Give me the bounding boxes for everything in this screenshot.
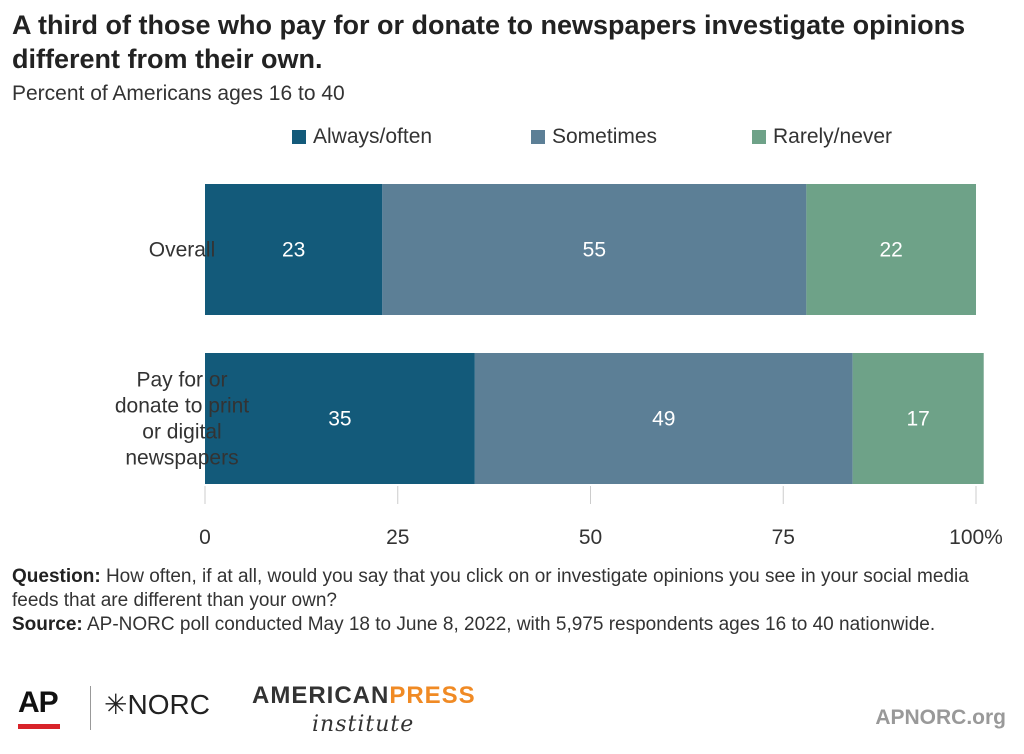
chart-title: A third of those who pay for or donate t…	[12, 10, 966, 74]
x-tick-label-2: 50	[579, 526, 602, 549]
question-note: Question: How often, if at all, would yo…	[12, 565, 1002, 613]
data-label-0-0: 23	[282, 239, 305, 262]
site-url: APNORC.org	[875, 706, 1006, 729]
x-tick-label-3: 75	[772, 526, 795, 549]
x-tick-label-0: 0	[199, 526, 211, 549]
question-text: How often, if at all, would you say that…	[12, 566, 969, 611]
logo-divider	[90, 686, 91, 730]
legend: Always/often Sometimes Rarely/never	[0, 125, 1024, 151]
footer-logos: AP ✳NORC AMERICANPRESS institute APNORC.…	[12, 680, 1012, 740]
data-label-1-0: 35	[328, 408, 351, 431]
data-label-1-2: 17	[906, 408, 929, 431]
api-logo-press: PRESS	[389, 682, 476, 709]
legend-label-rarely-never: Rarely/never	[773, 125, 893, 148]
bar-segment-0-1	[382, 184, 807, 315]
legend-label-always-often: Always/often	[313, 125, 433, 148]
legend-swatch-always-often	[292, 130, 306, 144]
bar-segment-0-2	[806, 184, 976, 315]
chart-subtitle: Percent of Americans ages 16 to 40	[12, 82, 345, 105]
legend-swatch-sometimes	[531, 130, 545, 144]
ap-logo: AP	[18, 686, 59, 719]
bar-segment-1-0	[205, 353, 475, 484]
legend-label-sometimes: Sometimes	[552, 125, 658, 148]
norc-logo-text: NORC	[127, 689, 210, 720]
api-logo-top: AMERICANPRESS	[252, 682, 476, 710]
source-text: AP-NORC poll conducted May 18 to June 8,…	[86, 614, 936, 635]
bar-segment-1-1	[474, 353, 853, 484]
data-label-0-1: 55	[583, 239, 606, 262]
legend-item-sometimes: Sometimes	[531, 125, 657, 149]
ap-logo-underline	[18, 724, 60, 729]
chart-notes: Question: How often, if at all, would yo…	[12, 565, 1002, 637]
data-label-1-1: 49	[652, 408, 675, 431]
category-label-1: Pay for or donate to print or digital newsp…	[115, 369, 249, 470]
legend-swatch-rarely-never	[752, 130, 766, 144]
api-logo-american: AMERICAN	[252, 682, 390, 709]
source-label: Source:	[12, 614, 83, 635]
stacked-bar-chart: 23 55 22 Overall 35 49 17 Pay for or donate to p…	[115, 184, 1003, 549]
norc-star-icon: ✳	[104, 689, 128, 720]
x-tick-label-4: 100%	[949, 526, 1003, 549]
x-tick-label-1: 25	[386, 526, 409, 549]
question-label: Question:	[12, 566, 101, 587]
source-note: Source: AP-NORC poll conducted May 18 to…	[12, 613, 1002, 637]
api-logo-institute: institute	[312, 712, 415, 737]
legend-item-always-often: Always/often	[292, 125, 432, 149]
legend-item-rarely-never: Rarely/never	[752, 125, 892, 149]
data-label-0-2: 22	[880, 239, 903, 262]
bar-segment-0-0	[205, 184, 383, 315]
norc-logo: ✳NORC	[104, 688, 210, 721]
bar-segment-1-2	[852, 353, 984, 484]
category-label-0: Overall	[149, 239, 216, 262]
